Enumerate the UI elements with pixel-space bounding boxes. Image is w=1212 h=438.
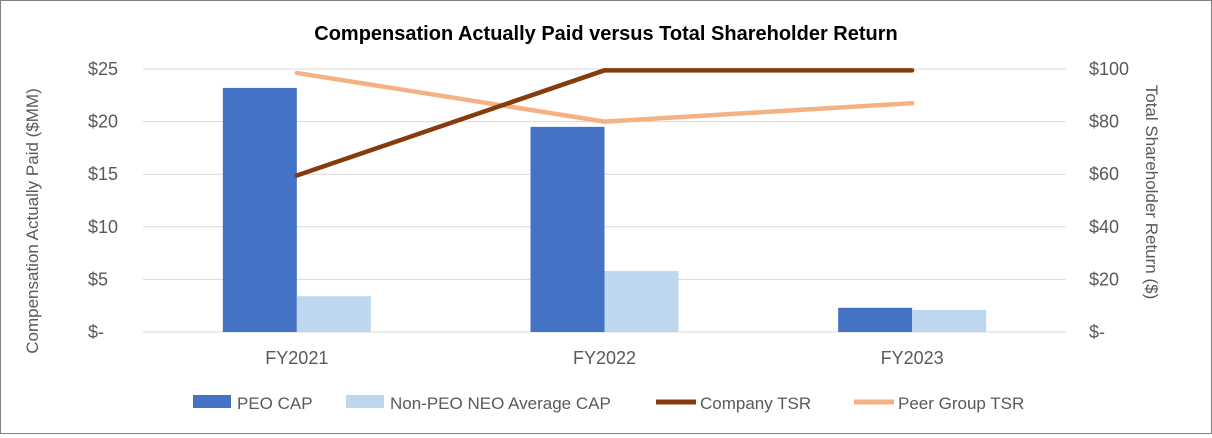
left-tick-label-4: $20	[88, 112, 118, 132]
left-tick-label-0: $-	[88, 322, 104, 342]
right-axis-ticks: $- $20 $40 $60 $80 $100	[1089, 59, 1129, 342]
right-axis-title: Total Shareholder Return ($)	[1142, 85, 1161, 300]
x-tick-label-0: FY2021	[265, 348, 328, 368]
right-tick-label-2: $40	[1089, 217, 1119, 237]
bar-0-1	[530, 126, 605, 332]
bar-0-0	[222, 87, 297, 332]
legend-swatch-1	[346, 395, 384, 408]
legend-label-0: PEO CAP	[237, 394, 313, 413]
bar-1-2	[912, 309, 987, 332]
legend: PEO CAP Non-PEO NEO Average CAP Company TS…	[193, 394, 1024, 413]
legend-label-1: Non-PEO NEO Average CAP	[390, 394, 611, 413]
legend-label-2: Company TSR	[700, 394, 811, 413]
lines	[294, 68, 915, 178]
right-tick-label-3: $60	[1089, 164, 1119, 184]
bar-1-0	[296, 296, 371, 332]
right-tick-label-4: $80	[1089, 112, 1119, 132]
legend-swatch-0	[193, 395, 231, 408]
right-tick-label-5: $100	[1089, 59, 1129, 79]
right-tick-label-0: $-	[1089, 322, 1105, 342]
x-tick-label-1: FY2022	[573, 348, 636, 368]
right-tick-label-1: $20	[1089, 269, 1119, 289]
left-axis-title: Compensation Actually Paid ($MM)	[23, 88, 42, 354]
x-axis-ticks: FY2021 FY2022 FY2023	[265, 348, 943, 368]
bar-0-2	[838, 307, 913, 332]
chart-title: Compensation Actually Paid versus Total …	[314, 23, 897, 45]
bar-1-1	[604, 270, 679, 332]
left-axis-ticks: $- $5 $10 $15 $20 $25	[88, 59, 118, 342]
left-tick-label-1: $5	[88, 269, 108, 289]
left-tick-label-2: $10	[88, 217, 118, 237]
line-series-0	[294, 68, 915, 178]
left-tick-label-5: $25	[88, 59, 118, 79]
legend-label-3: Peer Group TSR	[898, 394, 1024, 413]
left-tick-label-3: $15	[88, 164, 118, 184]
bars	[222, 87, 987, 332]
x-tick-label-2: FY2023	[881, 348, 944, 368]
line-series-1	[294, 70, 915, 124]
